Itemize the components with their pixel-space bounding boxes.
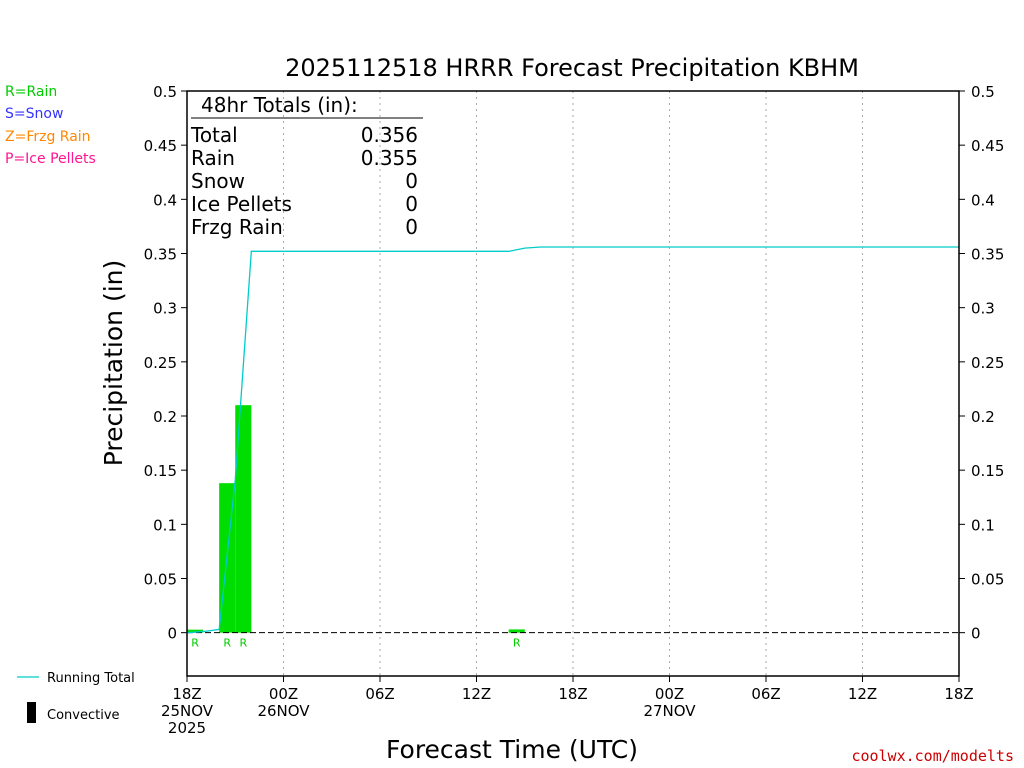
totals-frzg-rain-value: 0 — [405, 215, 418, 239]
y-tick-label: 0.5 — [971, 83, 995, 101]
x-tick-label: 00Z — [655, 685, 684, 703]
type-key-ice-pellets: P=Ice Pellets — [5, 151, 96, 167]
x-tick-label: 25NOV — [161, 702, 214, 720]
precip-type-label: R — [513, 637, 521, 650]
type-key-rain: R=Rain — [5, 84, 57, 100]
y-tick-label: 0 — [971, 625, 981, 643]
y-axis-title: Precipitation (in) — [99, 260, 128, 467]
y-tick-label: 0.25 — [144, 354, 177, 372]
y-tick-label: 0.05 — [971, 571, 1004, 589]
precip-bar — [508, 629, 525, 633]
y-tick-label: 0.4 — [971, 191, 995, 209]
x-tick-label: 00Z — [269, 685, 298, 703]
y-tick-label: 0.45 — [144, 137, 177, 155]
totals-rain-value: 0.355 — [361, 146, 418, 170]
type-key-frzg-rain: Z=Frzg Rain — [5, 129, 91, 145]
chart-title: 2025112518 HRRR Forecast Precipitation K… — [285, 54, 859, 82]
plot-frame — [186, 90, 960, 677]
precip-type-label: R — [239, 637, 247, 650]
y-tick-label: 0 — [167, 625, 177, 643]
y-tick-label: 0.35 — [144, 246, 177, 264]
precip-bar — [235, 405, 252, 633]
totals-total-value: 0.356 — [361, 123, 418, 147]
type-key-snow: S=Snow — [5, 106, 63, 122]
x-tick-label: 06Z — [751, 685, 780, 703]
x-tick-label: 18Z — [558, 685, 587, 703]
y-axis-right: 0 0.05 0.1 0.15 0.2 0.25 0.3 0.35 0.4 0.45 0.5 — [959, 83, 1004, 643]
credit-link[interactable]: coolwx.com/modelts — [851, 747, 1014, 765]
precip-type-label: R — [191, 637, 199, 650]
x-tick-label: 18Z — [944, 685, 973, 703]
legend-convective-label: Convective — [47, 708, 120, 723]
y-tick-label: 0.15 — [971, 462, 1004, 480]
y-tick-label: 0.1 — [971, 516, 995, 534]
x-tick-label: 26NOV — [257, 702, 310, 720]
precip-type-label: R — [223, 637, 231, 650]
x-tick-label: 2025 — [168, 719, 206, 737]
totals-total-label: Total — [190, 123, 238, 147]
totals-snow-value: 0 — [405, 169, 418, 193]
y-tick-label: 0.2 — [971, 408, 995, 426]
y-tick-label: 0.2 — [153, 408, 177, 426]
totals-box: 48hr Totals (in): Total 0.356 Rain 0.355… — [190, 93, 423, 239]
x-tick-label: 18Z — [172, 685, 201, 703]
precip-type-key: R=Rain S=Snow Z=Frzg Rain P=Ice Pellets — [5, 84, 96, 167]
running-total-line — [186, 246, 959, 634]
y-tick-label: 0.5 — [153, 83, 177, 101]
y-tick-label: 0.1 — [153, 516, 177, 534]
y-axis-left: 0 0.05 0.1 0.15 0.2 0.25 0.3 0.35 0.4 0.45 0.5 — [144, 83, 187, 643]
x-tick-label: 06Z — [365, 685, 394, 703]
y-tick-label: 0.3 — [971, 300, 995, 318]
legend-convective-swatch — [27, 702, 36, 723]
y-tick-label: 0.4 — [153, 191, 177, 209]
x-axis-title: Forecast Time (UTC) — [386, 735, 638, 764]
grid-lines — [283, 91, 863, 676]
x-tick-label: 27NOV — [643, 702, 696, 720]
y-tick-label: 0.05 — [144, 571, 177, 589]
chart-legend: Running Total Convective — [17, 671, 135, 723]
y-tick-label: 0.15 — [144, 462, 177, 480]
x-tick-label: 12Z — [462, 685, 491, 703]
totals-ice-pellets-label: Ice Pellets — [191, 192, 292, 216]
totals-frzg-rain-label: Frzg Rain — [191, 215, 283, 239]
y-tick-label: 0.3 — [153, 300, 177, 318]
totals-heading: 48hr Totals (in): — [201, 93, 358, 117]
precip-bar — [187, 629, 204, 633]
legend-running-total-label: Running Total — [47, 671, 135, 686]
y-tick-label: 0.45 — [971, 137, 1004, 155]
totals-ice-pellets-value: 0 — [405, 192, 418, 216]
x-tick-label: 12Z — [848, 685, 877, 703]
y-tick-label: 0.25 — [971, 354, 1004, 372]
totals-snow-label: Snow — [191, 169, 245, 193]
y-tick-label: 0.35 — [971, 246, 1004, 264]
totals-rain-label: Rain — [191, 146, 235, 170]
